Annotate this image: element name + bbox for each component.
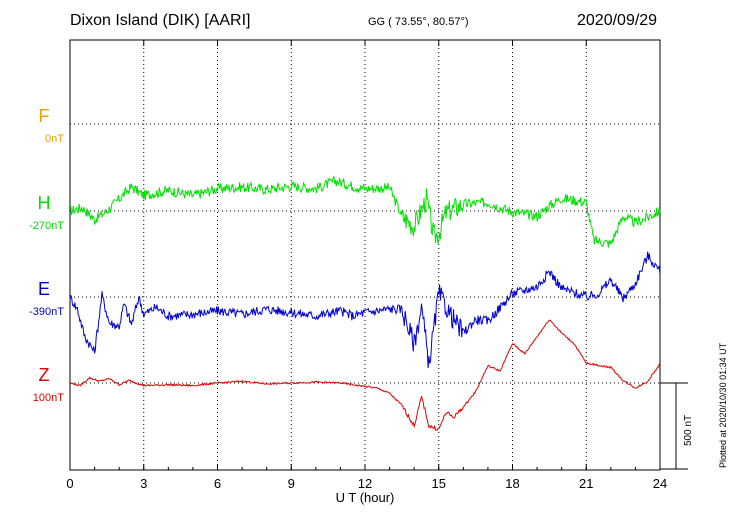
x-tick-label: 24 (653, 476, 667, 491)
x-tick-label: 12 (358, 476, 372, 491)
component-label-e: E (38, 279, 50, 299)
series-z-line (69, 319, 661, 431)
component-labels: F 0nT H -270nT E -390nT Z 100nT (29, 106, 64, 404)
series-h-line (69, 175, 661, 248)
date-label: 2020/09/29 (577, 12, 658, 29)
x-tick-label: 6 (214, 476, 221, 491)
x-tick-label: 9 (288, 476, 295, 491)
component-baseline-e: -390nT (29, 306, 64, 318)
component-baseline-h: -270nT (29, 220, 64, 232)
plotted-timestamp: Plotted at 2020/10/30 01:34 UT (718, 342, 728, 468)
series-lines (69, 175, 661, 431)
station-title: Dixon Island (DIK) [AARI] (70, 12, 251, 29)
x-tick-label: 18 (505, 476, 519, 491)
x-tick-label: 0 (66, 476, 73, 491)
component-baseline-f: 0nT (45, 133, 64, 145)
x-tick-label: 15 (432, 476, 446, 491)
grid (70, 40, 660, 470)
series-e-line (69, 251, 661, 369)
component-label-f: F (39, 106, 50, 126)
component-baseline-z: 100nT (33, 392, 64, 404)
x-axis-label: U T (hour) (336, 490, 395, 505)
station-coordinates: GG ( 73.55°, 80.57°) (368, 16, 469, 28)
x-tick-label: 3 (140, 476, 147, 491)
scale-bar-label: 500 nT (683, 415, 694, 446)
component-label-h: H (38, 193, 51, 213)
x-tick-label: 21 (579, 476, 593, 491)
x-ticks: 0 3 6 9 12 15 18 21 24 (66, 40, 667, 491)
component-label-z: Z (39, 365, 50, 385)
